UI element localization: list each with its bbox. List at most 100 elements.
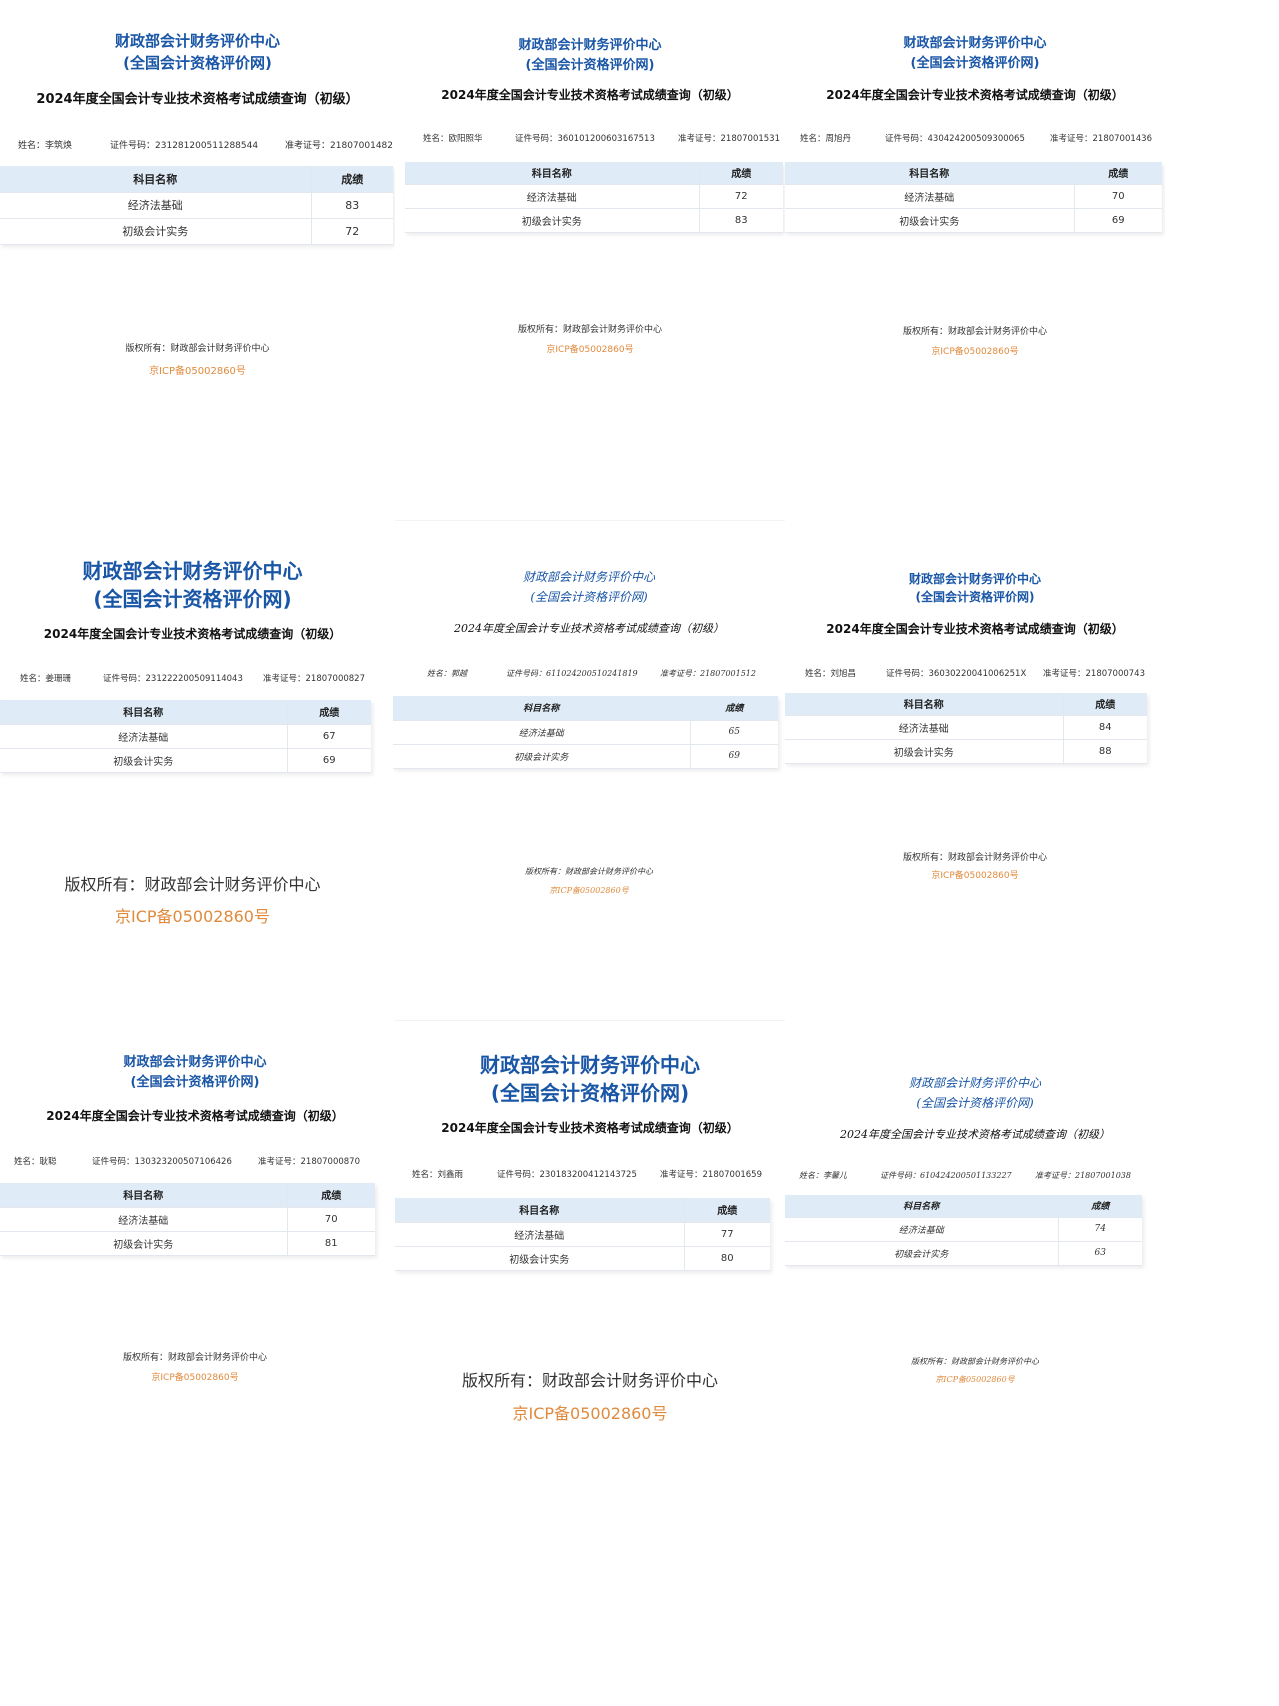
ticket-number-field-value: 21807001482 (330, 141, 394, 151)
score-screenshot-card: 财政部会计财务评价中心 (全国会计资格评价网) 2024年度全国会计专业技术资格考试… (785, 1070, 1165, 1490)
score-cell: 65 (689, 720, 778, 745)
icp-license: 京ICP备05002860号 (151, 1373, 239, 1383)
score-table: 科目名称 成绩 经济法基础 84 初级会计实务 88 (785, 693, 1147, 764)
id-number-field: 证件号码：231281200511288544 (110, 138, 258, 151)
name-field-value: 刘旭昌 (830, 669, 857, 679)
table-row: 初级会计实务 88 (785, 739, 1147, 764)
table-row: 经济法基础 74 (785, 1217, 1142, 1242)
name-field-value: 周旭丹 (825, 134, 852, 144)
table-row: 经济法基础 77 (395, 1222, 770, 1247)
subject-cell: 经济法基础 (785, 1217, 1058, 1242)
icp-license: 京ICP备05002860号 (512, 1404, 668, 1423)
ticket-number-field-label: 准考证号： (263, 674, 306, 684)
score-screenshot-card: 财政部会计财务评价中心 (全国会计资格评价网) 2024年度全国会计专业技术资格考试… (395, 1045, 785, 1465)
id-number-field-value: 231222200509114043 (145, 674, 243, 684)
id-number-field-value: 610424200501133227 (920, 1171, 1012, 1180)
ticket-number-field-value: 21807001659 (702, 1170, 763, 1180)
copyright-notice: 版权所有：财政部会计财务评价中心 (525, 867, 653, 876)
subject-column-header: 科目名称 (0, 1183, 287, 1208)
subject-cell: 初级会计实务 (393, 744, 690, 769)
ticket-number-field-value: 21807001436 (1092, 134, 1153, 144)
table-header: 科目名称 成绩 (785, 162, 1162, 185)
name-field-value: 刘鑫雨 (437, 1170, 464, 1180)
table-header: 科目名称 成绩 (785, 693, 1147, 716)
ticket-number-field: 准考证号：21807001482 (285, 138, 393, 151)
table-row: 初级会计实务 83 (405, 208, 783, 233)
exam-title: 2024年度全国会计专业技术资格考试成绩查询（初级） (36, 92, 359, 107)
org-subtitle: (全国会计资格评价网) (530, 590, 648, 604)
copyright-notice: 版权所有：财政部会计财务评价中心 (122, 1353, 267, 1363)
table-header: 科目名称 成绩 (0, 700, 371, 725)
score-table: 科目名称 成绩 经济法基础 70 初级会计实务 69 (785, 162, 1162, 233)
subject-column-header: 科目名称 (405, 162, 699, 185)
score-cell: 67 (286, 724, 371, 749)
score-cell: 77 (683, 1222, 770, 1247)
tile-divider (395, 520, 785, 521)
score-table: 科目名称 成绩 经济法基础 72 初级会计实务 83 (405, 162, 783, 233)
org-name: 财政部会计财务评价中心 (908, 1076, 1041, 1090)
subject-cell: 经济法基础 (405, 184, 699, 209)
name-field: 姓名：欧阳照华 (423, 132, 483, 144)
table-header: 科目名称 成绩 (393, 696, 778, 721)
ticket-number-field: 准考证号：21807001531 (678, 132, 780, 144)
copyright-notice: 版权所有：财政部会计财务评价中心 (911, 1357, 1039, 1366)
ticket-number-field: 准考证号：21807000743 (1043, 667, 1145, 679)
subject-cell: 初级会计实务 (785, 739, 1063, 764)
ticket-number-field-value: 21807001512 (700, 669, 756, 678)
table-row: 经济法基础 65 (393, 720, 778, 745)
score-column-header: 成绩 (698, 162, 783, 185)
name-field-value: 姜珊珊 (45, 674, 72, 684)
id-number-field: 证件号码：360101200603167513 (515, 132, 655, 144)
id-number-field-value: 430424200509300065 (927, 134, 1025, 144)
org-name: 财政部会计财务评价中心 (82, 559, 303, 583)
ticket-number-field-value: 21807001531 (720, 134, 781, 144)
name-field: 姓名：周旭丹 (800, 132, 851, 144)
copyright-notice: 版权所有：财政部会计财务评价中心 (125, 344, 270, 354)
table-row: 经济法基础 83 (0, 192, 393, 219)
icp-license: 京ICP备05002860号 (935, 1375, 1015, 1384)
copyright-notice: 版权所有：财政部会计财务评价中心 (902, 853, 1047, 863)
id-number-field-label: 证件号码： (110, 141, 156, 151)
icp-license: 京ICP备05002860号 (931, 347, 1019, 357)
subject-cell: 经济法基础 (395, 1222, 684, 1247)
ticket-number-field-label: 准考证号： (1050, 134, 1093, 144)
score-cell: 81 (286, 1231, 375, 1256)
exam-title: 2024年度全国会计专业技术资格考试成绩查询（初级） (826, 88, 1124, 102)
score-screenshot-card: 财政部会计财务评价中心 (全国会计资格评价网) 2024年度全国会计专业技术资格考试… (393, 560, 785, 980)
score-cell: 69 (1073, 208, 1162, 233)
org-name: 财政部会计财务评价中心 (114, 32, 280, 50)
name-field: 姓名：李筑焕 (18, 138, 72, 151)
id-number-field-value: 360101200603167513 (557, 134, 655, 144)
ticket-number-field-value: 21807000827 (305, 674, 366, 684)
id-number-field-value: 611024200510241819 (546, 669, 638, 678)
table-header: 科目名称 成绩 (0, 166, 393, 193)
org-name: 财政部会计财务评价中心 (522, 570, 655, 584)
ticket-number-field-label: 准考证号： (285, 141, 331, 151)
ticket-number-field-value: 21807000870 (300, 1157, 361, 1167)
id-number-field: 证件号码：430424200509300065 (885, 132, 1025, 144)
table-header: 科目名称 成绩 (395, 1198, 770, 1223)
name-field: 姓名：耿聪 (14, 1155, 57, 1167)
score-cell: 83 (310, 192, 393, 219)
name-field-value: 李馨儿 (823, 1171, 847, 1180)
subject-column-header: 科目名称 (395, 1198, 684, 1223)
name-field-value: 郭越 (451, 669, 467, 678)
score-column-header: 成绩 (1073, 162, 1162, 185)
subject-cell: 经济法基础 (785, 184, 1074, 209)
table-row: 经济法基础 84 (785, 715, 1147, 740)
exam-title: 2024年度全国会计专业技术资格考试成绩查询（初级） (441, 88, 739, 102)
name-field: 姓名：郭越 (427, 668, 467, 679)
name-field-label: 姓名： (805, 669, 831, 679)
score-screenshot-card: 财政部会计财务评价中心 (全国会计资格评价网) 2024年度全国会计专业技术资格考试… (0, 20, 395, 440)
org-subtitle: (全国会计资格评价网) (130, 1075, 260, 1090)
copyright-notice: 版权所有：财政部会计财务评价中心 (64, 875, 321, 894)
ticket-number-field: 准考证号：21807001659 (660, 1168, 762, 1180)
ticket-number-field-label: 准考证号： (258, 1157, 301, 1167)
name-field-label: 姓名： (18, 141, 46, 151)
org-name: 财政部会计财务评价中心 (480, 1053, 700, 1077)
subject-column-header: 科目名称 (0, 166, 311, 193)
org-subtitle: (全国会计资格评价网) (93, 587, 292, 611)
subject-column-header: 科目名称 (0, 700, 287, 725)
score-cell: 70 (1073, 184, 1162, 209)
subject-cell: 经济法基础 (0, 724, 287, 749)
